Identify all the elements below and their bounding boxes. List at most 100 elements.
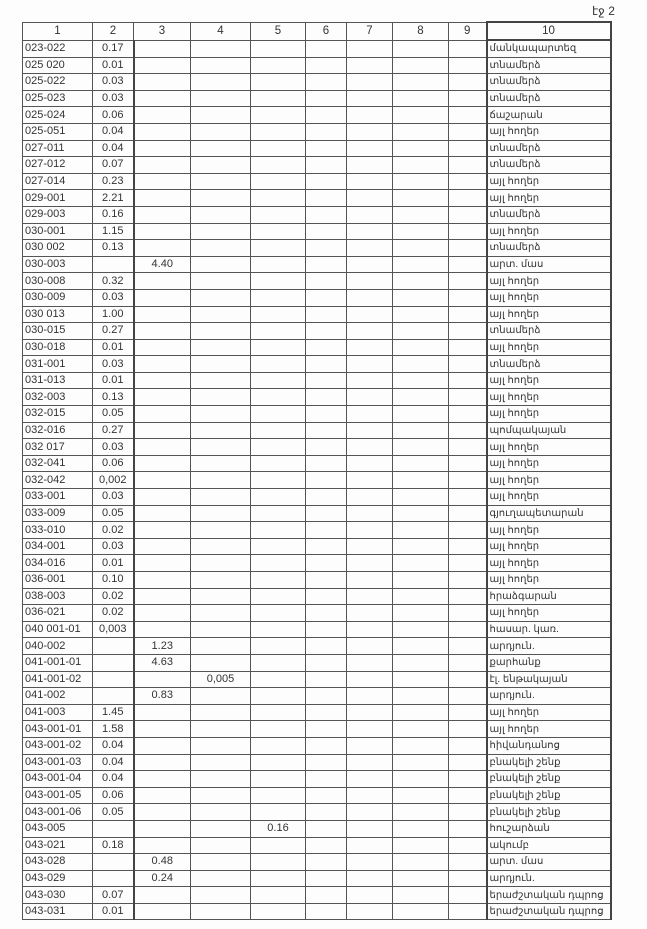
area-cell-col9: [448, 106, 487, 124]
area-cell-col4: [190, 338, 251, 357]
area-cell-col7: [346, 338, 393, 357]
table-row: 030 013 1.00 այլ հողեր: [22, 305, 612, 324]
area-cell-col5: [250, 305, 306, 324]
area-cell-col2: 0.07: [92, 886, 135, 904]
area-cell-col4: [190, 736, 251, 755]
area-cell-col3: [133, 753, 191, 772]
area-cell-col4: [190, 156, 251, 174]
area-cell-col9: [448, 703, 487, 722]
area-cell-col8: [392, 106, 449, 124]
area-cell-col7: [346, 355, 393, 373]
area-cell-col5: [250, 139, 306, 158]
area-cell-col6: [305, 338, 347, 357]
area-cell-col7: [346, 902, 393, 921]
table-row: 025-051 0.04 այլ հողեր: [22, 122, 612, 141]
area-cell-col9: [448, 272, 487, 290]
area-cell-col4: [190, 239, 251, 257]
land-use-cell: էլ. ենթակայան: [485, 670, 612, 689]
area-cell-col7: [346, 454, 393, 473]
area-cell-col3: [133, 189, 191, 207]
area-cell-col7: [346, 720, 393, 738]
area-cell-col4: [190, 56, 251, 75]
area-cell-col5: 0.16: [250, 819, 306, 838]
parcel-code-cell: 031-013: [22, 371, 93, 390]
table-row: 025-024 0.06 ճաշարան: [22, 106, 612, 124]
area-cell-col8: [392, 604, 449, 622]
land-use-cell: հրաձգարան: [485, 587, 612, 606]
area-cell-col8: [392, 703, 449, 722]
area-cell-col2: 0.03: [92, 288, 135, 307]
area-cell-col6: [305, 620, 347, 639]
parcel-code-cell: 029-003: [22, 205, 93, 224]
area-cell-col6: [305, 122, 347, 141]
area-cell-col6: [305, 305, 347, 324]
area-cell-col2: 0.16: [92, 205, 135, 224]
area-cell-col2: 0.03: [92, 73, 135, 91]
area-cell-col6: [305, 521, 347, 539]
area-cell-col4: [190, 853, 251, 871]
area-cell-col3: [133, 122, 191, 141]
area-cell-col3: [133, 554, 191, 572]
area-cell-col5: [250, 703, 306, 722]
area-cell-col6: [305, 720, 347, 738]
land-use-cell: պոմպակայան: [485, 421, 612, 440]
land-use-cell: այլ հողեր: [485, 454, 612, 473]
area-cell-col9: [448, 222, 487, 241]
area-cell-col2: 0.27: [92, 421, 135, 440]
area-cell-col4: [190, 703, 251, 722]
land-use-cell: այլ հողեր: [485, 438, 612, 456]
area-cell-col9: [448, 836, 487, 855]
area-cell-col2: 0.18: [92, 836, 135, 855]
land-use-cell: այլ հողեր: [485, 703, 612, 722]
area-cell-col2: 0.13: [92, 239, 135, 257]
area-cell-col3: 4.63: [133, 653, 191, 672]
area-cell-col9: [448, 653, 487, 672]
area-cell-col7: [346, 322, 393, 340]
table-row: 030-015 0.27 տնամերձ: [22, 322, 612, 340]
area-cell-col6: [305, 703, 347, 722]
area-cell-col4: [190, 322, 251, 340]
parcel-code-cell: 034-016: [22, 554, 93, 572]
area-cell-col8: [392, 753, 449, 772]
table-row: 032-042 0,002 այլ հողեր: [22, 471, 612, 490]
area-cell-col5: [250, 488, 306, 506]
area-cell-col2: 1.15: [92, 222, 135, 241]
area-cell-col4: [190, 371, 251, 390]
area-cell-col7: [346, 405, 393, 423]
area-cell-col5: [250, 770, 306, 788]
area-cell-col7: [346, 371, 393, 390]
area-cell-col8: [392, 687, 449, 705]
table-row: 040 001-01 0,003 հասար. կառ.: [22, 620, 612, 639]
area-cell-col2: 0.27: [92, 322, 135, 340]
area-cell-col9: [448, 405, 487, 423]
land-use-cell: ճաշարան: [485, 106, 612, 124]
area-cell-col8: [392, 720, 449, 738]
area-cell-col4: [190, 89, 251, 108]
parcel-code-cell: 038-003: [22, 587, 93, 606]
area-cell-col4: [190, 803, 251, 821]
area-cell-col7: [346, 205, 393, 224]
land-use-cell: այլ հողեր: [485, 571, 612, 589]
table-row: 032-016 0.27 պոմպակայան: [22, 421, 612, 440]
land-use-cell: այլ հողեր: [485, 554, 612, 572]
parcel-code-cell: 030-018: [22, 338, 93, 357]
land-use-cell: արդյուն.: [485, 687, 612, 705]
area-cell-col4: [190, 471, 251, 490]
area-cell-col8: [392, 189, 449, 207]
land-use-cell: այլ հողեր: [485, 189, 612, 207]
area-cell-col3: [133, 886, 191, 904]
area-cell-col9: [448, 56, 487, 75]
area-cell-col3: [133, 139, 191, 158]
parcel-code-cell: 040-002: [22, 637, 93, 655]
area-cell-col6: [305, 156, 347, 174]
area-cell-col8: [392, 338, 449, 357]
area-cell-col7: [346, 388, 393, 407]
area-cell-col3: 4.40: [133, 255, 191, 274]
land-use-cell: այլ հողեր: [485, 604, 612, 622]
area-cell-col6: [305, 836, 347, 855]
area-cell-col2: 0.17: [92, 39, 135, 58]
area-cell-col5: [250, 322, 306, 340]
area-cell-col8: [392, 172, 449, 191]
area-cell-col8: [392, 836, 449, 855]
area-cell-col6: [305, 172, 347, 191]
